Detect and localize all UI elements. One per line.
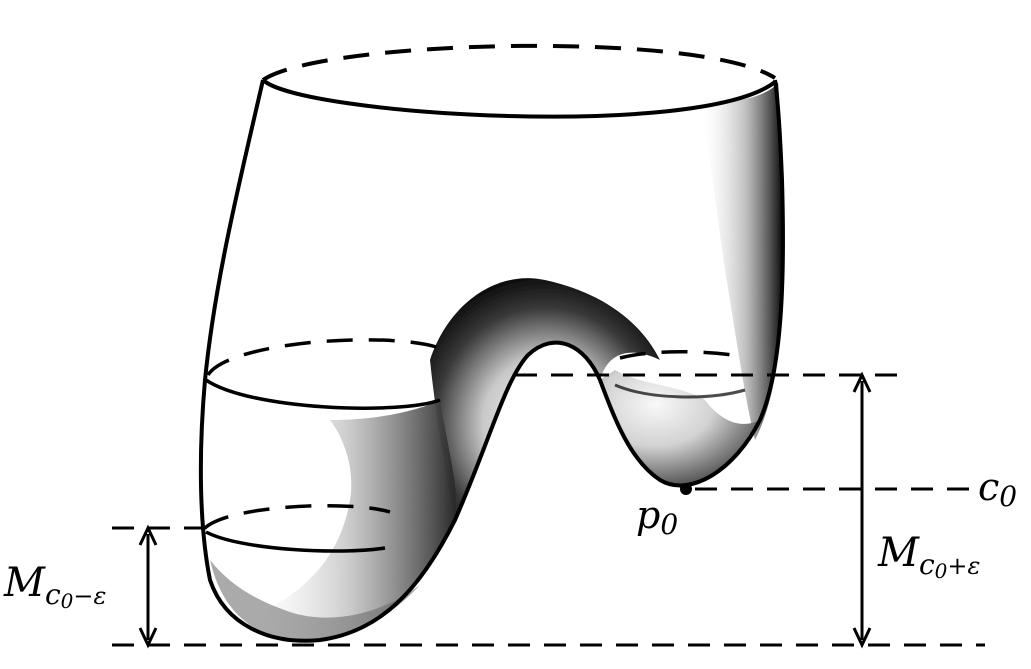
right-cup-shade	[600, 370, 760, 486]
label-p0: p0	[636, 493, 678, 541]
mid-level-circle	[205, 338, 446, 410]
right-circle-back	[619, 350, 741, 360]
right-arrow-head-bottom	[852, 627, 872, 649]
left-leg-shade	[240, 400, 457, 641]
left-range-arrow	[138, 524, 158, 649]
right-circle-front	[614, 383, 746, 399]
low-circle-front	[205, 530, 386, 553]
reference-lines	[112, 373, 985, 647]
surface-outline	[198, 79, 785, 643]
critical-point-marker	[680, 483, 692, 495]
saddle-shade	[430, 278, 660, 520]
left-arrow-head-top	[138, 524, 158, 546]
surface	[198, 65, 785, 643]
right-range-arrow	[852, 371, 872, 649]
left-bottom-shade	[210, 560, 420, 641]
right-arrow-head-top	[852, 371, 872, 393]
right-level-circle	[614, 350, 746, 399]
label-c0: c0	[978, 465, 1017, 513]
mid-circle-back	[206, 338, 446, 377]
right-side-shade	[700, 82, 784, 440]
low-circle-back	[203, 503, 391, 530]
top-circle-front	[261, 78, 777, 119]
top-circle-back	[261, 43, 777, 82]
left-arrow-head-bottom	[138, 627, 158, 649]
label-m-minus: Mc0−ε	[3, 560, 106, 613]
top-boundary-circle	[261, 43, 777, 119]
mid-circle-front	[205, 378, 441, 410]
low-level-circle	[203, 503, 391, 553]
label-m-plus: Mc0+ε	[877, 530, 980, 583]
